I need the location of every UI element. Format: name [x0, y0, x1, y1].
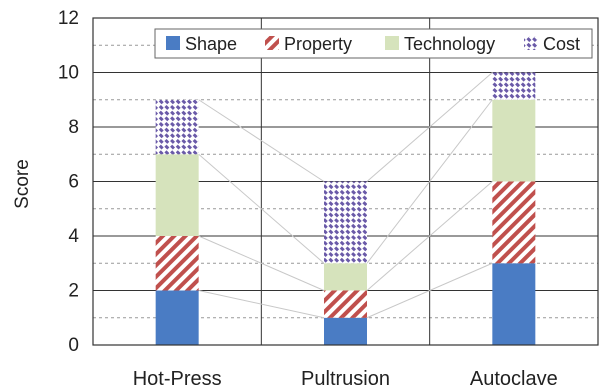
legend-swatch-technology: [385, 36, 399, 50]
connector-line: [366, 99, 493, 264]
connector-line: [198, 153, 325, 264]
bar-segment-cost: [492, 72, 536, 100]
bar-segment-technology: [155, 154, 199, 236]
legend: Shape Property Technology Cost: [154, 28, 593, 59]
connector-line: [366, 181, 493, 291]
x-category-label: Pultrusion: [301, 368, 390, 390]
y-tick-label: 12: [58, 8, 79, 29]
y-axis-title: Score: [12, 159, 33, 209]
bar-segment-property: [155, 236, 199, 291]
y-tick-label: 4: [68, 226, 79, 247]
y-tick-label: 6: [68, 172, 79, 193]
bars: [155, 72, 536, 345]
x-category-label: Hot-Press: [133, 368, 222, 390]
connector-line: [198, 99, 325, 182]
legend-box: [154, 28, 593, 59]
connector-line: [198, 235, 325, 291]
y-tick-label: 10: [58, 63, 79, 84]
y-tick-label: 2: [68, 281, 79, 302]
y-tick-label: 8: [68, 117, 79, 138]
y-tick-label: 0: [68, 335, 79, 356]
connector-line: [198, 290, 325, 319]
bar-segment-shape: [492, 263, 536, 345]
axes: 0 2 4 6 8 10 12 Hot-Press Pultrusion Autoclave: [58, 8, 558, 390]
legend-label-cost: Cost: [543, 34, 580, 54]
x-category-label: Autoclave: [470, 368, 558, 390]
bar-segment-property: [492, 181, 536, 264]
connector-line: [366, 262, 493, 319]
legend-label-property: Property: [284, 34, 352, 54]
legend-label-technology: Technology: [404, 34, 495, 54]
bar-segment-shape: [155, 290, 199, 345]
legend-swatch-shape: [166, 36, 180, 50]
bar-segment-technology: [324, 263, 367, 291]
legend-swatch-cost: [524, 36, 538, 50]
bar-segment-cost: [324, 181, 367, 264]
bar-segment-technology: [492, 99, 536, 182]
bar-segment-cost: [155, 99, 199, 155]
connector-lines: [198, 72, 493, 319]
bar-segment-shape: [324, 317, 367, 345]
legend-label-shape: Shape: [185, 34, 237, 54]
bar-segment-property: [324, 290, 367, 318]
connector-line: [366, 72, 493, 182]
plot-frame: [92, 17, 599, 346]
legend-swatch-property: [265, 36, 279, 50]
